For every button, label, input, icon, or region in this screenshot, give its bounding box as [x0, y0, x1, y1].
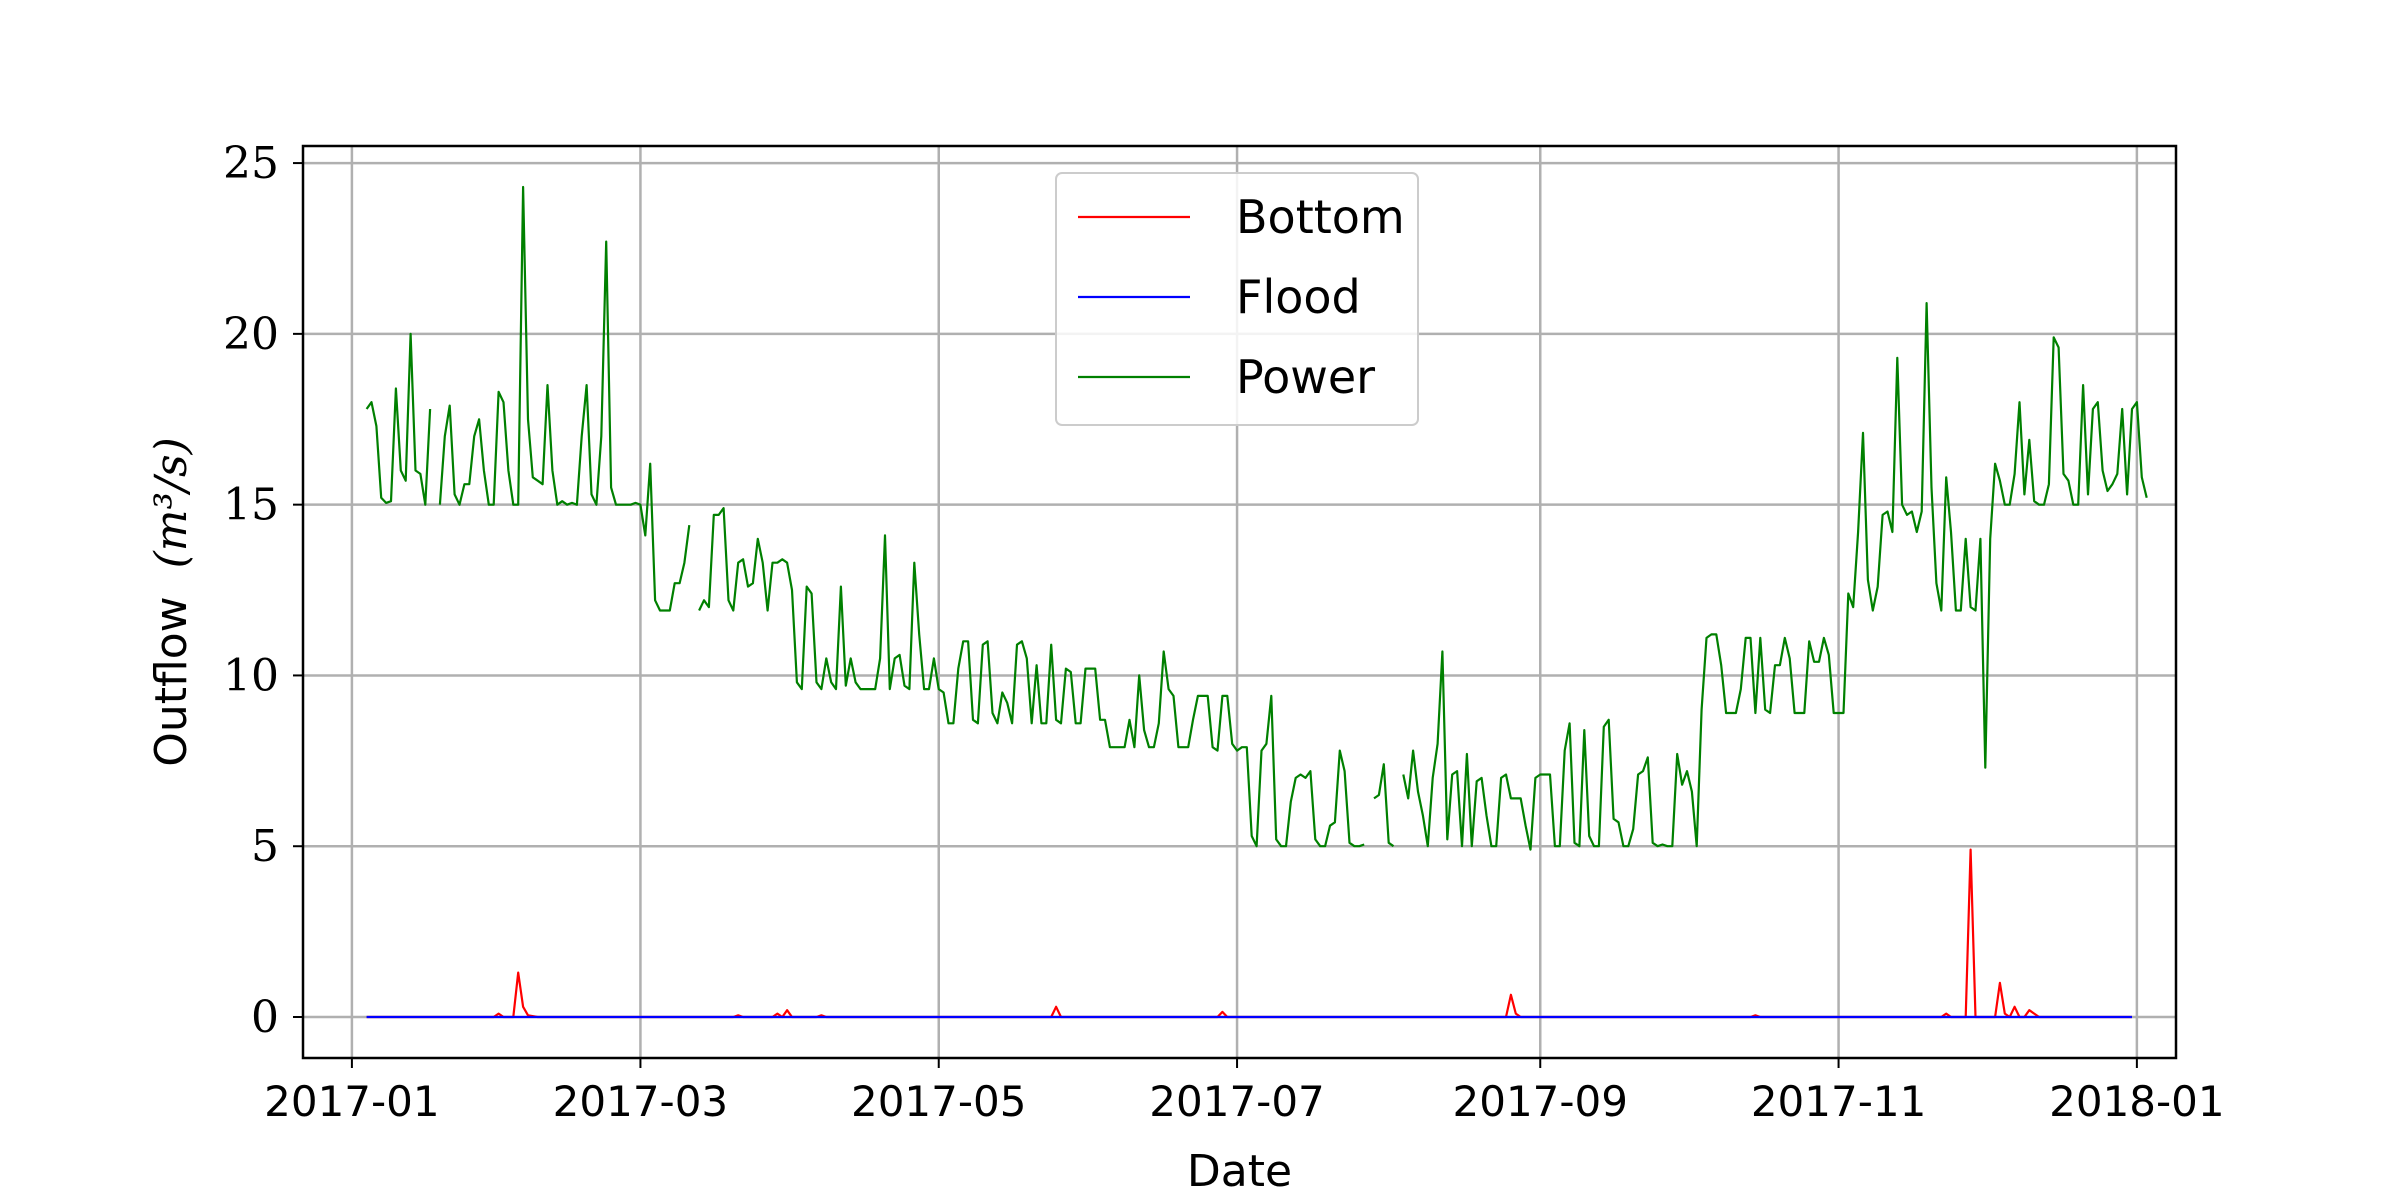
x-axis-label: Date — [1187, 1146, 1292, 1197]
y-axis-label-text: Outflow — [146, 596, 197, 766]
legend-box — [1055, 172, 1419, 426]
series-line-power — [438, 185, 691, 612]
y-tick-label: 15 — [223, 480, 279, 531]
x-tick-label: 2017-07 — [1149, 1077, 1325, 1126]
legend-label-flood: Flood — [1236, 270, 1361, 324]
svg-text:Outflow (m³/s): Outflow (m³/s) — [146, 437, 197, 767]
x-tick-label: 2017-11 — [1751, 1077, 1927, 1126]
x-tick-label: 2018-01 — [2049, 1077, 2225, 1126]
y-tick-label: 10 — [223, 650, 279, 701]
legend: Bottom Flood Power — [1055, 172, 1419, 426]
y-tick-label: 0 — [251, 992, 279, 1043]
series-line-power — [1373, 763, 1395, 848]
series-lines — [365, 185, 2148, 1019]
y-tick-label: 25 — [223, 138, 279, 189]
series-line-power — [1402, 302, 2148, 851]
y-tick-label: 20 — [223, 309, 279, 360]
series-line-power — [365, 332, 432, 506]
x-tick-label: 2017-05 — [851, 1077, 1027, 1126]
legend-label-power: Power — [1236, 350, 1375, 404]
y-axis-label: Outflow (m³/s) — [146, 437, 197, 767]
y-tick-label: 5 — [251, 821, 279, 872]
series-line-power — [698, 507, 1365, 848]
legend-label-bottom: Bottom — [1236, 190, 1405, 244]
x-tick-label: 2017-01 — [264, 1077, 440, 1126]
axis-ticks: 2017-01 2017-03 2017-05 2017-07 2017-09 2017-… — [223, 138, 2225, 1126]
axes-frame — [301, 144, 2178, 1060]
x-tick-label: 2017-09 — [1453, 1077, 1629, 1126]
x-tick-label: 2017-03 — [553, 1077, 729, 1126]
y-axis-label-unit: (m³/s) — [146, 437, 197, 568]
